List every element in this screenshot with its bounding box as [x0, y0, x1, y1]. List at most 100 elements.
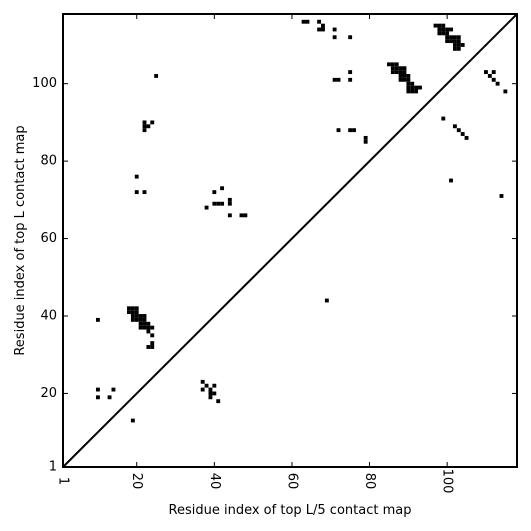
contact-cell	[452, 124, 457, 129]
contact-cell	[146, 124, 151, 129]
contact-cell	[243, 213, 248, 218]
contact-cell	[445, 35, 450, 40]
contact-cell	[363, 135, 368, 140]
contact-cell	[142, 317, 147, 322]
contact-cell	[146, 325, 151, 330]
contact-cell	[227, 197, 232, 202]
contact-cell	[503, 89, 508, 94]
contact-cell	[321, 23, 325, 28]
contact-cell	[402, 66, 407, 71]
contact-cell	[150, 325, 155, 330]
contact-cell	[402, 74, 407, 78]
contact-cell	[134, 190, 139, 195]
contact-cell	[441, 116, 446, 121]
contact-cell	[142, 128, 147, 133]
y-axis-label: Residue index of top L contact map	[13, 125, 28, 355]
contact-cell	[336, 128, 341, 133]
contact-cell	[406, 81, 411, 86]
contact-cell	[200, 387, 205, 392]
contact-cell	[111, 387, 116, 392]
contact-cell	[414, 85, 419, 90]
contact-cell	[464, 135, 469, 140]
contact-cell	[150, 120, 155, 125]
contact-cell	[134, 174, 139, 179]
contact-cell	[491, 70, 496, 75]
contact-cell	[398, 70, 403, 75]
contact-cell	[216, 201, 221, 206]
contact-cell	[138, 321, 143, 326]
contact-cell	[452, 39, 457, 44]
contact-cell	[394, 70, 399, 75]
contact-cell	[154, 74, 159, 78]
contact-cell	[142, 314, 147, 318]
contact-cell	[398, 74, 403, 78]
contact-cell	[445, 39, 450, 44]
contact-cell	[212, 391, 217, 396]
contact-cell	[410, 81, 415, 86]
x-tick-label: 80	[362, 473, 377, 490]
contact-cell	[402, 70, 407, 75]
contact-cell	[460, 43, 465, 47]
contact-cell	[484, 70, 488, 75]
contact-cell	[456, 35, 461, 40]
plot-frame	[62, 13, 518, 468]
contact-cell	[460, 132, 465, 136]
x-tick-label: 60	[284, 473, 299, 490]
contact-cell	[390, 70, 395, 75]
y-tick-label: 60	[40, 231, 57, 246]
contact-cell	[227, 213, 232, 218]
contact-cell	[449, 27, 453, 32]
x-tick-label: 20	[129, 473, 144, 490]
contact-cell	[445, 31, 450, 36]
contact-cell	[452, 35, 457, 40]
contact-cell	[127, 306, 131, 311]
contact-cell	[414, 89, 419, 94]
contact-cell	[239, 213, 244, 218]
contact-cell	[146, 329, 151, 334]
contact-cell	[142, 124, 147, 129]
contact-cell	[487, 74, 492, 78]
contact-cell	[406, 77, 411, 82]
contact-cell	[95, 395, 100, 400]
contact-cell	[212, 201, 217, 206]
contact-cell	[146, 321, 151, 326]
contact-cell	[220, 201, 225, 206]
contact-cell	[449, 178, 453, 183]
contact-cell	[418, 85, 422, 90]
contact-cell	[363, 139, 368, 144]
contact-cell	[437, 23, 442, 28]
contact-cell	[456, 39, 461, 44]
contact-cell	[332, 27, 337, 32]
contact-cell	[398, 66, 403, 71]
contact-cell	[441, 31, 446, 36]
contact-cell	[324, 298, 329, 303]
contact-cell	[433, 23, 438, 28]
contact-cells	[95, 19, 508, 423]
contact-cell	[398, 77, 403, 82]
contact-cell	[142, 120, 147, 125]
contact-cell	[495, 81, 500, 86]
contact-cell	[208, 387, 213, 392]
contact-cell	[138, 314, 143, 318]
contact-cell	[394, 62, 399, 67]
contact-cell	[348, 70, 353, 75]
contact-cell	[142, 190, 147, 195]
contact-cell	[134, 310, 139, 315]
y-tick-label: 80	[40, 154, 57, 169]
contact-cell	[336, 77, 341, 82]
contact-cell	[441, 27, 446, 32]
contact-cell	[499, 194, 504, 198]
contact-cell	[348, 35, 353, 40]
contact-cell	[212, 190, 217, 195]
contact-cell	[212, 383, 217, 388]
contact-cell	[216, 399, 221, 404]
x-tick-label: 100	[440, 469, 455, 494]
y-tick-label: 20	[40, 386, 57, 401]
contact-cell	[208, 391, 213, 396]
contact-cell	[456, 128, 461, 133]
contact-cell	[134, 317, 139, 322]
contact-cell	[352, 128, 356, 133]
contact-cell	[150, 341, 155, 346]
